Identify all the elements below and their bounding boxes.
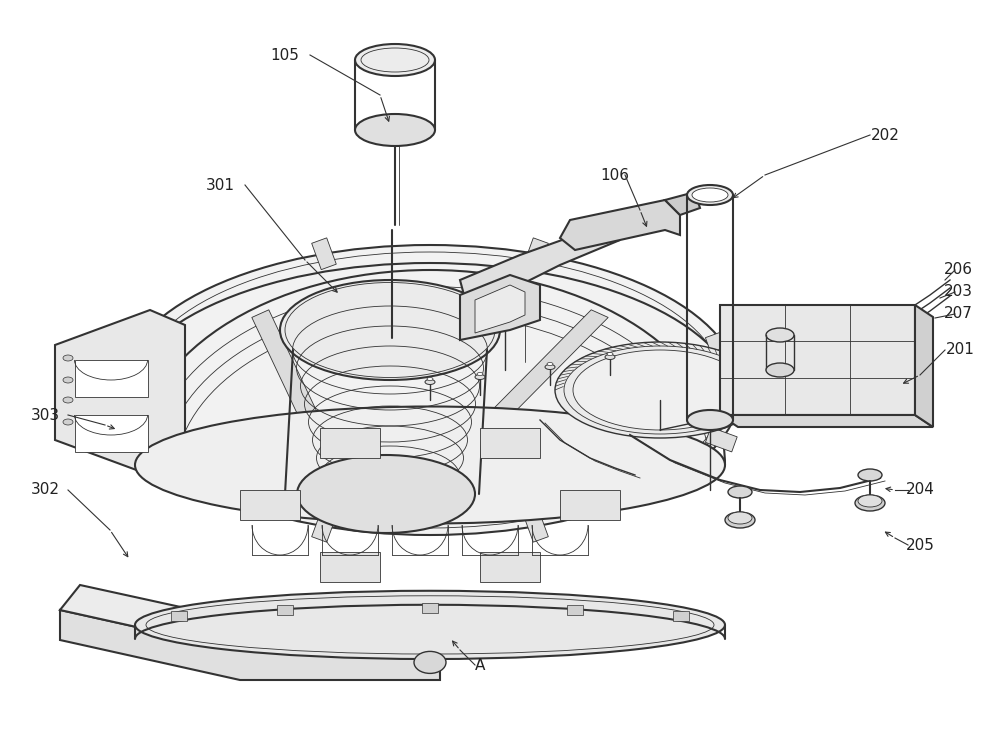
Text: 303: 303 (30, 407, 60, 423)
Ellipse shape (728, 486, 752, 498)
Polygon shape (567, 605, 583, 615)
Polygon shape (705, 328, 737, 353)
Ellipse shape (355, 114, 435, 146)
Text: 105: 105 (271, 48, 299, 62)
Polygon shape (673, 611, 689, 621)
Ellipse shape (297, 455, 475, 533)
Polygon shape (560, 490, 620, 520)
Ellipse shape (414, 652, 446, 673)
Ellipse shape (477, 372, 483, 375)
Ellipse shape (120, 245, 740, 535)
Ellipse shape (63, 419, 73, 425)
Ellipse shape (605, 354, 615, 360)
Ellipse shape (728, 512, 752, 524)
Text: 301: 301 (206, 178, 234, 192)
Polygon shape (123, 328, 155, 353)
Polygon shape (123, 427, 155, 452)
Polygon shape (665, 192, 700, 215)
Polygon shape (480, 552, 540, 583)
Text: 206: 206 (944, 262, 972, 277)
Polygon shape (915, 305, 933, 427)
Ellipse shape (547, 363, 553, 366)
Text: 202: 202 (871, 128, 899, 143)
Text: 205: 205 (906, 537, 934, 553)
Polygon shape (312, 510, 336, 542)
Text: 203: 203 (944, 285, 972, 299)
Polygon shape (75, 415, 148, 452)
Polygon shape (171, 611, 187, 621)
Ellipse shape (545, 365, 555, 369)
Polygon shape (460, 230, 620, 310)
Polygon shape (252, 463, 342, 523)
Ellipse shape (63, 355, 73, 361)
Polygon shape (277, 605, 293, 615)
Ellipse shape (607, 352, 613, 355)
Polygon shape (524, 238, 548, 270)
Ellipse shape (355, 44, 435, 76)
Polygon shape (55, 310, 185, 475)
Text: 302: 302 (30, 482, 60, 498)
Text: A: A (475, 658, 485, 672)
Ellipse shape (63, 377, 73, 383)
Ellipse shape (135, 591, 725, 659)
Polygon shape (475, 285, 525, 333)
Polygon shape (705, 427, 737, 452)
Polygon shape (320, 428, 380, 458)
Polygon shape (320, 552, 380, 583)
Ellipse shape (725, 512, 755, 528)
Polygon shape (422, 603, 438, 613)
Ellipse shape (573, 350, 747, 430)
Polygon shape (560, 200, 680, 250)
Polygon shape (312, 238, 336, 270)
Ellipse shape (858, 469, 882, 481)
Polygon shape (60, 610, 440, 680)
Ellipse shape (280, 280, 500, 380)
Polygon shape (252, 310, 342, 473)
Text: 201: 201 (946, 343, 974, 357)
Ellipse shape (855, 495, 885, 511)
Polygon shape (480, 428, 540, 458)
Ellipse shape (427, 377, 433, 380)
Polygon shape (75, 360, 148, 397)
Polygon shape (524, 510, 548, 542)
Ellipse shape (475, 374, 485, 380)
Polygon shape (60, 585, 440, 650)
Ellipse shape (135, 406, 725, 524)
Ellipse shape (425, 380, 435, 384)
Ellipse shape (766, 363, 794, 377)
Ellipse shape (63, 397, 73, 403)
Ellipse shape (687, 185, 733, 205)
Ellipse shape (687, 410, 733, 430)
Ellipse shape (858, 495, 882, 507)
Ellipse shape (555, 342, 765, 438)
Polygon shape (240, 490, 300, 520)
Polygon shape (720, 305, 915, 415)
Ellipse shape (766, 328, 794, 342)
Polygon shape (460, 275, 540, 340)
Ellipse shape (692, 188, 728, 202)
Text: 106: 106 (600, 167, 630, 183)
Polygon shape (438, 310, 608, 473)
Polygon shape (438, 463, 608, 523)
Text: 204: 204 (906, 482, 934, 498)
Text: 207: 207 (944, 307, 972, 322)
Polygon shape (720, 415, 933, 427)
